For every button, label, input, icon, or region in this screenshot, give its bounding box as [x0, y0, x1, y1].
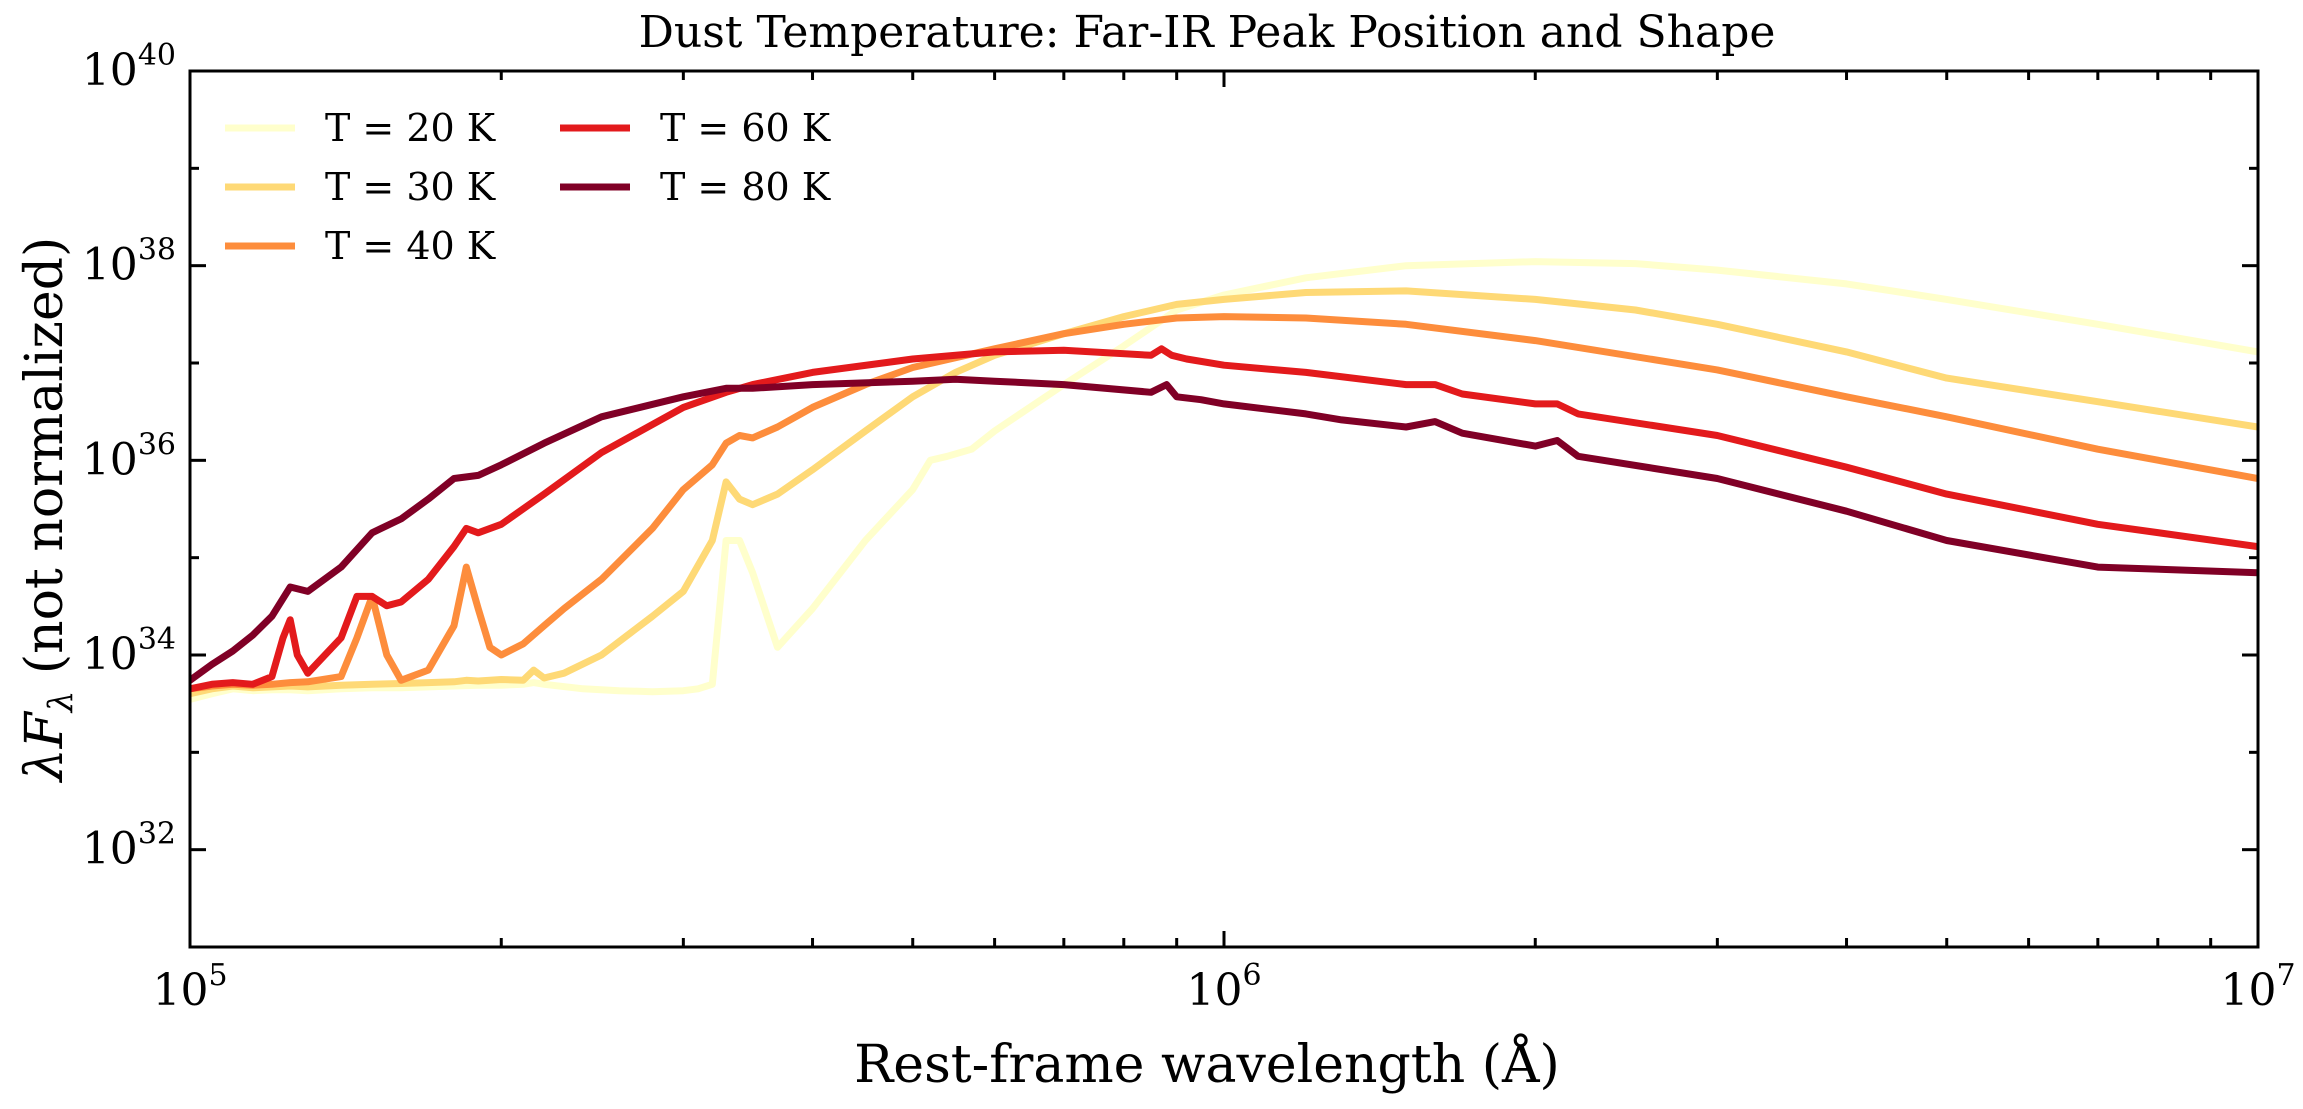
y-tick-label-exponent: 40	[138, 38, 176, 73]
y-tick-label-base: 10	[82, 45, 138, 96]
y-tick-label-base: 10	[82, 240, 138, 291]
axis-ticks	[188, 69, 2260, 949]
legend-item-3: T = 40 K	[225, 224, 496, 268]
x-tick-label-exponent: 5	[208, 958, 227, 993]
legend-label: T = 20 K	[325, 106, 496, 150]
y-axis-label-prefix: λF	[15, 710, 75, 783]
y-tick-label-exponent: 38	[138, 233, 176, 268]
x-tick-label-base: 10	[2220, 965, 2276, 1016]
legend-item-1: T = 20 K	[225, 106, 496, 150]
plot-frame	[188, 69, 2260, 949]
y-axis-label: λFλ (not normalized)	[15, 237, 81, 784]
y-tick-label-2: 1036	[82, 427, 176, 485]
legend-item-2: T = 30 K	[225, 165, 496, 209]
x-tick-label-1: 106	[1186, 958, 1261, 1016]
x-tick-label-base: 10	[152, 965, 208, 1016]
y-axis-label-suffix: (not normalized)	[15, 237, 75, 691]
x-tick-label-exponent: 7	[2276, 958, 2295, 993]
series-lines	[190, 258, 2258, 703]
y-tick-label-exponent: 32	[138, 817, 176, 852]
y-tick-label-exponent: 36	[138, 427, 176, 462]
series-line-4	[190, 345, 2258, 693]
y-tick-label-0: 1032	[82, 817, 176, 875]
series-line-1	[190, 258, 2258, 703]
x-tick-labels: 105 106 107	[152, 958, 2295, 1016]
series-line-3	[190, 313, 2258, 693]
y-tick-label-base: 10	[82, 824, 138, 875]
y-tick-label-base: 10	[82, 629, 138, 680]
y-axis-label-sub: λ	[41, 691, 81, 715]
x-tick-label-exponent: 6	[1242, 958, 1261, 993]
y-tick-label-3: 1038	[82, 233, 176, 291]
x-tick-label-0: 105	[152, 958, 227, 1016]
legend-label: T = 80 K	[660, 165, 831, 209]
y-tick-label-4: 1040	[82, 38, 176, 96]
y-tick-label-exponent: 34	[138, 622, 176, 657]
legend-label: T = 40 K	[325, 224, 496, 268]
series-line-2	[190, 287, 2258, 698]
legend-label: T = 60 K	[660, 106, 831, 150]
legend-item-5: T = 80 K	[560, 165, 831, 209]
y-tick-label-1: 1034	[82, 622, 176, 680]
chart-title: Dust Temperature: Far-IR Peak Position a…	[639, 7, 1776, 58]
legend-label: T = 30 K	[325, 165, 496, 209]
plot-area	[190, 258, 2258, 703]
series-line-5	[190, 375, 2258, 684]
legend: T = 20 K T = 30 K T = 40 K T = 60 K T = 80 K	[225, 106, 831, 268]
y-tick-label-base: 10	[82, 434, 138, 485]
x-tick-label-base: 10	[1186, 965, 1242, 1016]
x-tick-label-2: 107	[2220, 958, 2295, 1016]
x-axis-label: Rest-frame wavelength (Å)	[854, 1033, 1560, 1095]
legend-item-4: T = 60 K	[560, 106, 831, 150]
